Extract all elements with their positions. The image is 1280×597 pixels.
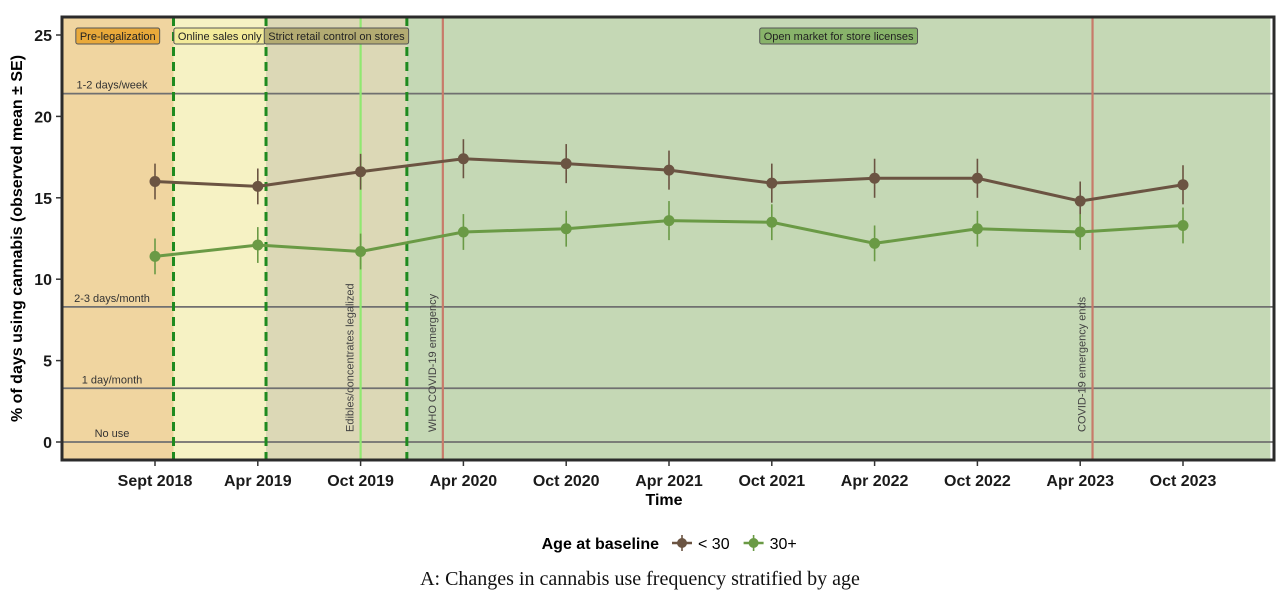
phase-label-1: Online sales only xyxy=(173,27,267,45)
phase-label-text: Online sales only xyxy=(178,31,262,43)
data-point xyxy=(355,166,367,178)
data-point xyxy=(1074,226,1086,238)
event-label: Edibles/concentrates legalized xyxy=(345,283,357,432)
x-tick-label: Apr 2022 xyxy=(841,473,909,490)
legend-key-point xyxy=(677,538,687,548)
data-point xyxy=(1177,219,1189,231)
data-point xyxy=(457,153,469,165)
data-point xyxy=(149,176,161,188)
chart: 1-2 days/week 2-3 days/month 1 day/month No… xyxy=(9,15,1276,553)
phase-label-0: Pre-legalization xyxy=(75,27,161,45)
data-point xyxy=(766,177,778,189)
reference-line-label: 1 day/month xyxy=(82,374,143,386)
x-tick-label: Oct 2021 xyxy=(738,473,805,490)
x-tick-label: Sept 2018 xyxy=(118,473,193,490)
data-point xyxy=(663,215,675,227)
phase-band-1 xyxy=(173,17,267,460)
data-point xyxy=(560,158,572,170)
phase-band-3 xyxy=(406,17,1271,460)
event-markers: Edibles/concentrates legalized WHO COVID-… xyxy=(345,17,1094,460)
legend-label: < 30 xyxy=(698,536,730,553)
x-tick-label: Apr 2023 xyxy=(1046,473,1114,490)
y-tick-label: 10 xyxy=(34,272,52,289)
data-point xyxy=(869,237,881,249)
x-tick-label: Apr 2021 xyxy=(635,473,703,490)
event-label: COVID-19 emergency ends xyxy=(1077,296,1089,432)
reference-line-label: 2-3 days/month xyxy=(74,293,150,305)
legend-item-1: 30+ xyxy=(743,535,797,553)
phase-band-2 xyxy=(266,17,407,460)
data-series xyxy=(149,139,1189,275)
x-axis-title: Time xyxy=(645,492,682,509)
data-point xyxy=(766,216,778,228)
series-0 xyxy=(149,139,1189,221)
phase-label-text: Open market for store licenses xyxy=(764,31,914,43)
data-point xyxy=(869,172,881,184)
y-tick-label: 15 xyxy=(34,191,52,208)
phase-labels: Pre-legalization Online sales only Strict … xyxy=(75,27,919,45)
legend-title: Age at baseline xyxy=(542,536,659,553)
data-point xyxy=(1074,195,1086,207)
reference-line-label: 1-2 days/week xyxy=(77,80,148,92)
data-point xyxy=(1177,179,1189,191)
legend-item-0: < 30 xyxy=(672,535,730,553)
y-axis: 0 5 10 15 20 25 xyxy=(34,28,62,452)
data-point xyxy=(149,250,161,262)
data-point xyxy=(252,239,264,251)
phase-label-text: Pre-legalization xyxy=(80,31,156,43)
x-tick-label: Oct 2020 xyxy=(533,473,600,490)
legend-key-point xyxy=(748,538,759,548)
event-label: WHO COVID-19 emergency xyxy=(427,293,439,432)
x-tick-label: Apr 2019 xyxy=(224,473,292,490)
y-tick-label: 0 xyxy=(43,435,52,452)
data-point xyxy=(971,223,983,235)
phase-label-box xyxy=(263,27,410,45)
plot-frame xyxy=(60,15,1276,462)
y-tick-label: 20 xyxy=(34,109,52,126)
x-axis: Sept 2018 Apr 2019 Oct 2019 Apr 2020 Oct 202… xyxy=(118,460,1217,490)
phase-label-box xyxy=(75,27,161,45)
data-point xyxy=(252,180,264,192)
y-tick-label: 25 xyxy=(34,28,52,45)
phase-label-box xyxy=(759,27,919,45)
phase-label-2: Strict retail control on stores xyxy=(263,27,410,45)
legend-label: 30+ xyxy=(770,536,797,553)
data-point xyxy=(560,223,572,235)
y-axis-title: % of days using cannabis (observed mean … xyxy=(9,55,26,422)
x-tick-label: Oct 2022 xyxy=(944,473,1011,490)
x-tick-label: Apr 2020 xyxy=(430,473,498,490)
data-point xyxy=(355,246,367,258)
legend: Age at baseline < 30 30+ xyxy=(542,535,797,553)
reference-lines: 1-2 days/week 2-3 days/month 1 day/month No… xyxy=(62,80,1274,443)
x-tick-label: Oct 2019 xyxy=(327,473,394,490)
y-tick-label: 5 xyxy=(43,354,52,371)
phase-bands xyxy=(62,17,1271,460)
data-point xyxy=(971,172,983,184)
data-point xyxy=(457,226,469,238)
data-point xyxy=(663,164,675,176)
phase-label-3: Open market for store licenses xyxy=(759,27,919,45)
phase-label-text: Strict retail control on stores xyxy=(268,31,405,43)
x-tick-label: Oct 2023 xyxy=(1150,473,1217,490)
reference-line-label: No use xyxy=(95,428,130,440)
figure-caption: A: Changes in cannabis use frequency str… xyxy=(420,568,860,590)
series-1 xyxy=(149,201,1189,275)
